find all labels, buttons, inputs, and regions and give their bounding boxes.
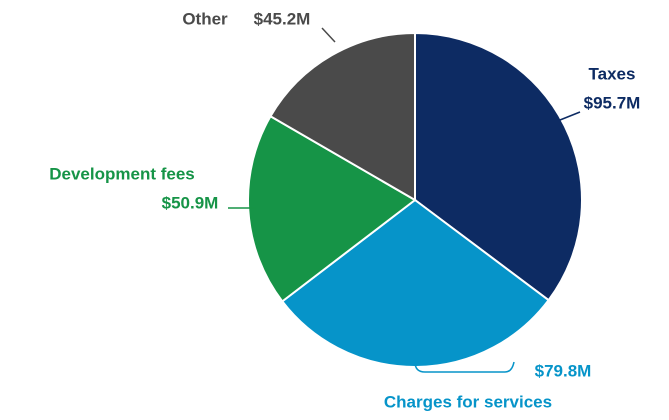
slice-value: $50.9M xyxy=(162,193,219,212)
pie-slice xyxy=(247,114,417,303)
leader-line xyxy=(321,27,336,43)
slice-value: $95.7M xyxy=(584,93,641,112)
leader-line xyxy=(559,111,581,121)
pie-slice xyxy=(269,31,416,202)
slice-name: Taxes xyxy=(589,64,636,83)
slice-name: Charges for services xyxy=(384,392,552,411)
slice-value: $79.8M xyxy=(535,361,592,380)
slice-name: Other xyxy=(182,9,228,28)
leader-line xyxy=(414,361,515,373)
slice-name: Development fees xyxy=(49,164,195,183)
slice-value: $45.2M xyxy=(254,9,311,28)
pie-slice xyxy=(414,31,583,302)
